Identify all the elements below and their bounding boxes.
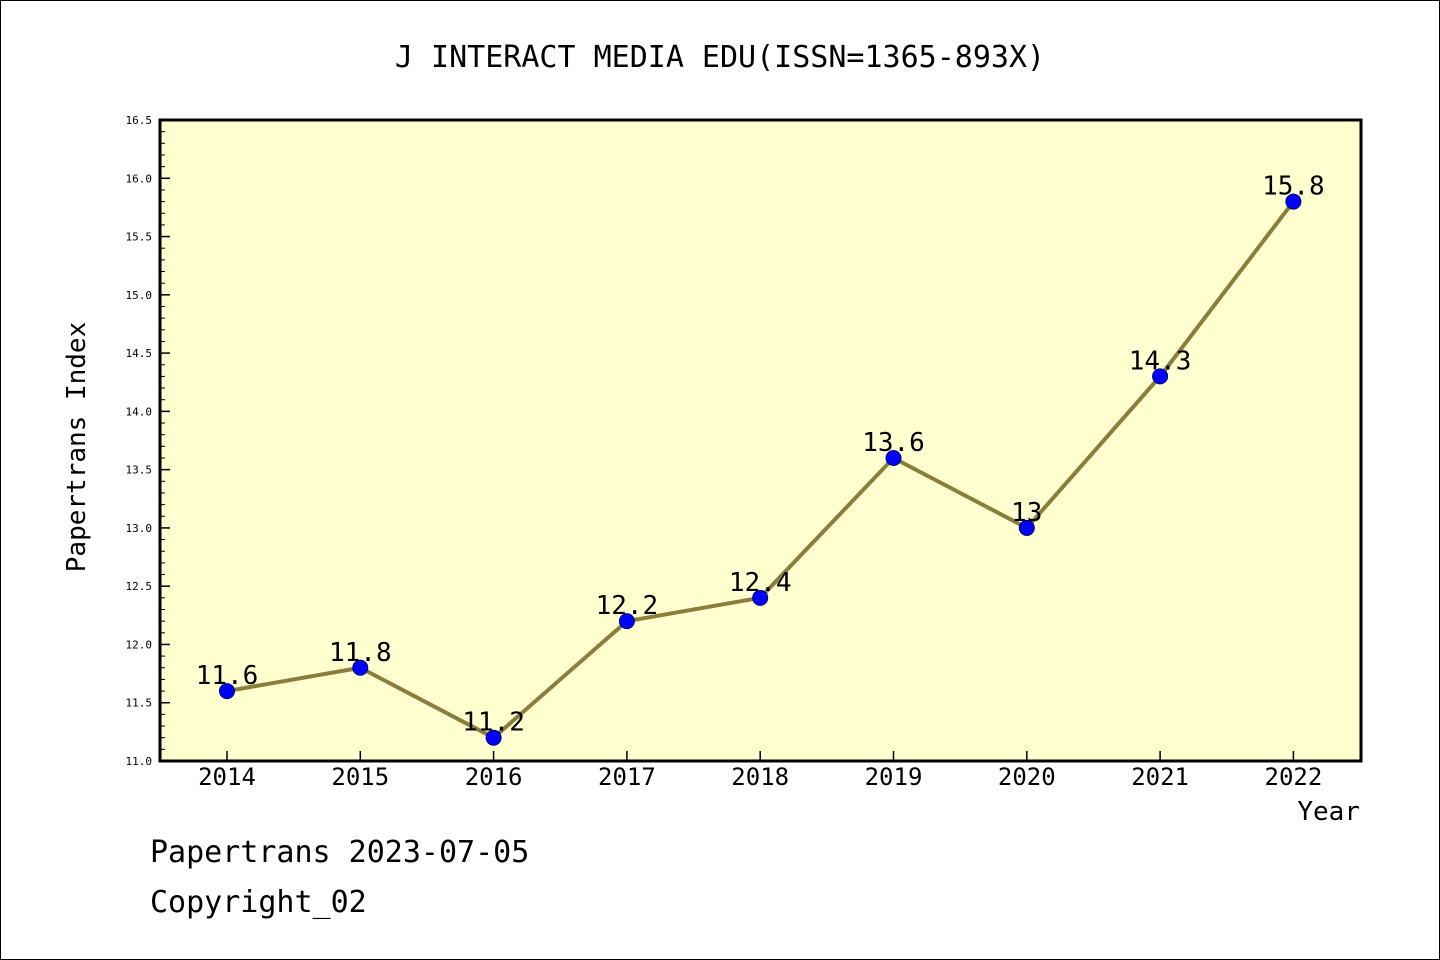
x-axis-label: Year [1297, 797, 1360, 827]
y-tick-label: 15.5 [126, 231, 153, 244]
footer-date: Papertrans 2023-07-05 [150, 835, 530, 870]
plot-area [158, 118, 1363, 763]
data-label: 12.2 [596, 591, 659, 621]
y-tick-label: 11.5 [126, 697, 153, 710]
y-tick-label: 13.5 [126, 464, 153, 477]
y-tick-label: 12.0 [126, 638, 153, 651]
data-label: 11.2 [462, 708, 525, 738]
data-label: 11.8 [329, 638, 392, 668]
y-tick-label: 14.0 [126, 405, 153, 418]
x-tick-label: 2022 [1265, 763, 1323, 791]
data-points [219, 193, 1302, 746]
y-axis-label: Papertrans Index [62, 322, 92, 572]
x-tick-label: 2014 [198, 763, 256, 791]
chart-title: J INTERACT MEDIA EDU(ISSN=1365-893X) [395, 40, 1045, 75]
data-label: 13 [1011, 498, 1042, 528]
y-axis-ticks: 11.0 11.5 12.0 12.5 13.0 13.5 14.0 14.5 15.0 15.5… [126, 114, 170, 768]
y-tick-label: 16.0 [126, 172, 153, 185]
data-point [752, 589, 769, 606]
x-tick-label: 2018 [731, 763, 789, 791]
data-point [885, 449, 902, 466]
y-tick-label: 13.0 [126, 522, 153, 535]
data-point [485, 729, 502, 746]
y-tick-label: 12.5 [126, 580, 153, 593]
y-tick-label: 15.0 [126, 289, 153, 302]
data-point [1018, 519, 1035, 536]
data-label: 12.4 [729, 568, 792, 598]
data-point [352, 659, 369, 676]
x-axis-ticks: 2014 2015 2016 2017 2018 2019 2020 2021 2022 [198, 751, 1322, 791]
data-labels: 11.6 11.8 11.2 12.2 12.4 13.6 13 14.3 15.8 [196, 172, 1325, 738]
y-tick-label: 11.0 [126, 755, 153, 768]
y-tick-label: 14.5 [126, 347, 153, 360]
data-label: 14.3 [1129, 346, 1192, 376]
x-tick-label: 2017 [598, 763, 656, 791]
data-label: 13.6 [862, 428, 925, 458]
data-point [618, 613, 635, 630]
footer-copyright: Copyright_02 [150, 885, 367, 920]
x-tick-label: 2016 [465, 763, 523, 791]
data-point [1152, 368, 1169, 385]
x-tick-label: 2020 [998, 763, 1056, 791]
data-point [219, 683, 235, 700]
y-tick-label: 16.5 [126, 114, 153, 127]
x-tick-label: 2015 [331, 763, 389, 791]
x-tick-label: 2019 [865, 763, 923, 791]
data-point [1285, 193, 1302, 210]
data-label: 11.6 [196, 661, 259, 691]
x-tick-label: 2021 [1131, 763, 1189, 791]
data-label: 15.8 [1262, 172, 1325, 202]
